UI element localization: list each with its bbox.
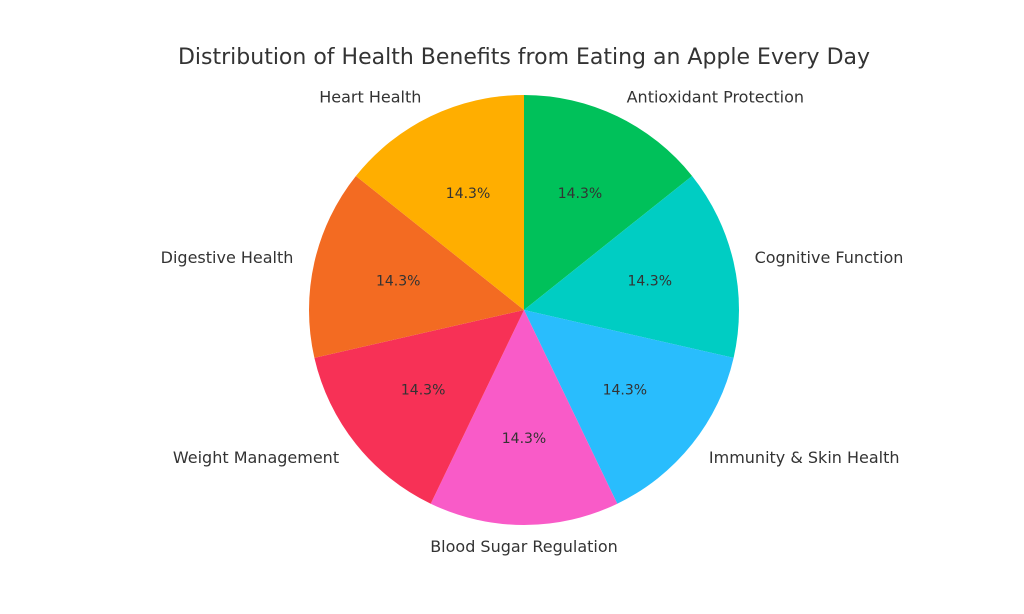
- pie-labels: 14.3% Antioxidant Protection 14.3% Cognitiv…: [161, 87, 904, 556]
- pie-pct-label: 14.3%: [376, 273, 420, 289]
- pie-category-label: Immunity & Skin Health: [709, 448, 900, 467]
- pie-slice-digestive-health: [309, 175, 524, 358]
- pie-pct-label: 14.3%: [603, 382, 647, 398]
- pie-category-label: Digestive Health: [161, 248, 294, 267]
- pie-slice-heart-health: [355, 94, 524, 310]
- pie-pct-label: 14.3%: [401, 382, 445, 398]
- pie-pct-label: 14.3%: [446, 186, 490, 202]
- pie-pct-label: 14.3%: [558, 186, 602, 202]
- pie-category-label: Weight Management: [173, 448, 339, 467]
- pie-category-label: Antioxidant Protection: [627, 87, 804, 106]
- pie-pct-label: 14.3%: [628, 273, 672, 289]
- pie-category-label: Cognitive Function: [755, 248, 904, 267]
- pie-slice-weight-management: [314, 310, 524, 504]
- pie-pct-label: 14.3%: [502, 431, 546, 447]
- pie-category-label: Blood Sugar Regulation: [430, 537, 618, 556]
- pie-category-label: Heart Health: [319, 87, 421, 106]
- pie-slice-blood-sugar-regulation: [430, 310, 618, 525]
- chart-title: Distribution of Health Benefits from Eat…: [178, 45, 870, 70]
- pie-slice-antioxidant-protection: [524, 95, 693, 310]
- pie-slice-cognitive-function: [524, 175, 739, 358]
- pie-slices: [309, 94, 739, 525]
- pie-slice-immunity-and-skin-health: [524, 310, 734, 504]
